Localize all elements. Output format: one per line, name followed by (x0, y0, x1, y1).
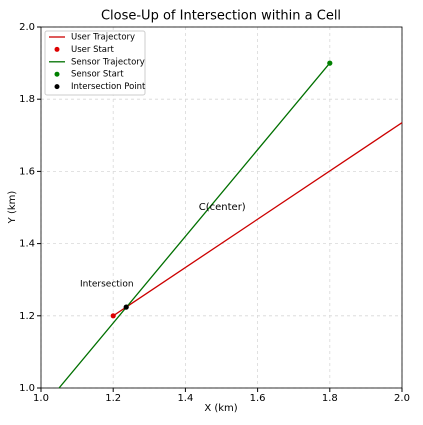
y-tick-label: 1.4 (19, 239, 35, 250)
legend-swatch (54, 84, 60, 90)
legend: User Trajectory User Start Sensor Trajecto… (44, 30, 146, 96)
y-tick-label: 1.0 (19, 383, 35, 394)
x-tick-label: 1.0 (33, 393, 49, 404)
x-axis-label: X (km) (204, 403, 237, 414)
x-tick-label: 1.6 (250, 393, 266, 404)
x-tick-label: 1.4 (177, 393, 193, 404)
x-tick-label: 1.2 (105, 393, 121, 404)
y-axis-label: Y (km) (7, 191, 18, 225)
plot-frame (40, 26, 403, 389)
legend-label: Intersection Point (71, 82, 146, 92)
legend-label: User Trajectory (71, 33, 135, 43)
trajectory-line (58, 62, 331, 389)
legend-swatch (54, 46, 60, 52)
x-tick-label: 2.0 (394, 393, 410, 404)
point-marker (123, 304, 129, 310)
annotation: C(center) (199, 202, 246, 213)
y-tick-label: 1.6 (19, 166, 35, 177)
legend-box (44, 30, 146, 96)
legend-label: User Start (71, 45, 115, 55)
x-tick-label: 1.8 (322, 393, 338, 404)
chart-title: Close-Up of Intersection within a Cell (101, 9, 341, 24)
point-marker (327, 60, 333, 66)
y-tick-label: 2.0 (19, 22, 35, 33)
annotation: Intersection (80, 280, 134, 290)
y-tick-label: 1.2 (19, 311, 35, 322)
trajectory-line (112, 122, 403, 317)
legend-label: Sensor Trajectory (71, 57, 145, 67)
legend-label: Sensor Start (71, 70, 124, 80)
y-tick-label: 1.8 (19, 94, 35, 105)
legend-swatch (54, 71, 60, 77)
point-marker (110, 313, 116, 319)
